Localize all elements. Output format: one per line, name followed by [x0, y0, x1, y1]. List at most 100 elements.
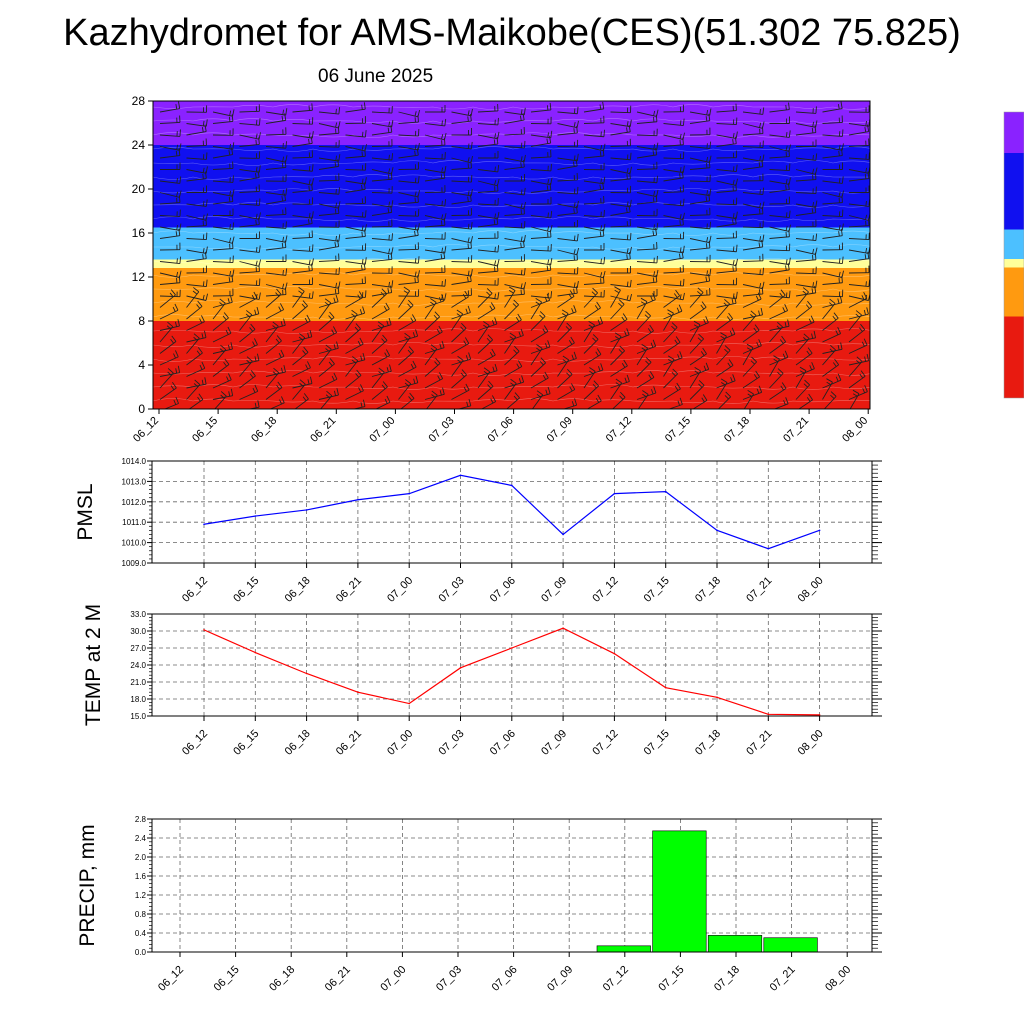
wind-barb-flag: [573, 288, 575, 294]
wind-barb-flag: [547, 340, 551, 348]
wind-barb-staff: [451, 167, 472, 170]
wind-barb-flag: [488, 380, 494, 387]
wind-barb-flag: [276, 385, 280, 390]
x-tick-label: 06_12: [180, 728, 210, 758]
wind-barb-staff: [530, 249, 551, 252]
wind-barb-flag: [602, 148, 605, 156]
wind-barb-flag: [694, 370, 700, 374]
wind-barb-flag: [592, 287, 598, 294]
wind-barb-flag: [785, 259, 788, 265]
wind-barb-flag: [390, 252, 393, 260]
wind-barb-flag: [829, 348, 834, 353]
wind-barb-flag: [281, 162, 284, 168]
wind-barb-flag: [175, 321, 178, 327]
wind-barb-flag: [224, 358, 230, 365]
wind-barb-flag: [549, 263, 552, 271]
wind-barb-flag: [204, 377, 207, 385]
y-tick-label: 0.8: [135, 910, 147, 919]
wind-barb-flag: [486, 288, 493, 294]
wind-barb-flag: [414, 277, 416, 283]
wind-barb-flag: [520, 236, 523, 242]
wind-barb-flag: [467, 143, 470, 149]
data-point: [511, 647, 513, 649]
wind-barb-flag: [254, 402, 257, 408]
wind-barb-flag: [576, 106, 579, 114]
wind-barb-flag: [333, 297, 336, 303]
wind-barb-staff: [742, 146, 763, 148]
wind-barb-flag: [788, 257, 791, 265]
x-tick-label: 07_03: [434, 964, 464, 994]
x-tick-label: 07_12: [590, 728, 620, 758]
wind-barb-flag: [698, 333, 704, 340]
wind-barb-flag: [626, 168, 629, 174]
wind-barb-flag: [724, 395, 729, 400]
wind-barb-flag: [536, 344, 543, 349]
wind-barb-staff: [477, 284, 499, 286]
wind-barb-staff: [610, 350, 625, 366]
wind-barb-flag: [483, 321, 490, 326]
wind-barb-flag: [438, 372, 444, 379]
wind-barb-flag: [249, 373, 254, 379]
wind-barb-flag: [866, 307, 869, 315]
wind-barb-flag: [460, 326, 465, 331]
wind-barb-staff: [398, 366, 417, 377]
wind-barb-flag: [573, 282, 576, 288]
wind-barb-staff: [663, 191, 684, 193]
wind-barb-flag: [272, 325, 277, 329]
wind-barb-staff: [212, 349, 227, 366]
wind-barb-flag: [362, 306, 366, 314]
wind-barb-flag: [359, 309, 363, 315]
wind-barb-staff: [371, 355, 390, 366]
wind-barb-flag: [732, 139, 734, 145]
wind-barb-flag: [177, 365, 181, 373]
wind-barb-flag: [388, 317, 392, 325]
wind-barb-flag: [466, 401, 469, 407]
wind-barb-staff: [345, 261, 366, 265]
wind-barb-flag: [621, 316, 625, 322]
wind-barb-flag: [650, 342, 654, 348]
wind-barb-flag: [302, 300, 308, 307]
contour-line: [153, 244, 870, 250]
wind-barb-staff: [239, 110, 260, 113]
y-tick-label: 24: [132, 138, 146, 152]
wind-barb-flag: [542, 328, 546, 334]
wind-barb-flag: [615, 378, 622, 384]
wind-barb-flag: [705, 362, 710, 370]
wind-barb-flag: [572, 161, 575, 167]
y-tick-label: 8: [138, 314, 145, 328]
wind-barb-flag: [595, 397, 600, 403]
wind-barb-flag: [494, 317, 498, 325]
wind-barb-staff: [265, 272, 286, 276]
wind-barb-flag: [623, 359, 628, 367]
x-tick-label: 07_03: [437, 575, 467, 605]
wind-barb-flag: [815, 280, 818, 288]
wind-barb-flag: [231, 147, 234, 155]
wind-barb-staff: [504, 351, 520, 366]
wind-barb-flag: [193, 336, 198, 341]
wind-barb-flag: [761, 206, 764, 214]
data-point: [305, 672, 308, 675]
wind-barb-flag: [618, 299, 625, 305]
wind-barb-flag: [386, 320, 389, 326]
wind-barb-staff: [663, 177, 684, 182]
wind-barb-flag: [865, 214, 868, 220]
wind-barb-flag: [381, 288, 387, 295]
wind-barb-flag: [440, 173, 443, 179]
wind-barb-flag: [751, 356, 757, 363]
wind-barb-flag: [254, 309, 257, 315]
wind-barb-flag: [784, 321, 787, 328]
wind-barb-flag: [232, 142, 235, 150]
wind-barb-staff: [663, 284, 684, 287]
x-tick-label: 06_21: [334, 575, 364, 605]
wind-barb-staff: [451, 226, 472, 230]
wind-barb-staff: [848, 131, 869, 136]
wind-barb-flag: [830, 391, 837, 397]
y-axis-title: PMSL: [74, 483, 97, 540]
wind-barb-flag: [759, 155, 762, 162]
wind-barb-flag: [255, 166, 258, 172]
wind-barb-flag: [281, 396, 285, 404]
wind-barb-flag: [566, 322, 572, 329]
y-tick-label: 2.8: [135, 815, 147, 824]
wind-barb-flag: [592, 337, 597, 342]
